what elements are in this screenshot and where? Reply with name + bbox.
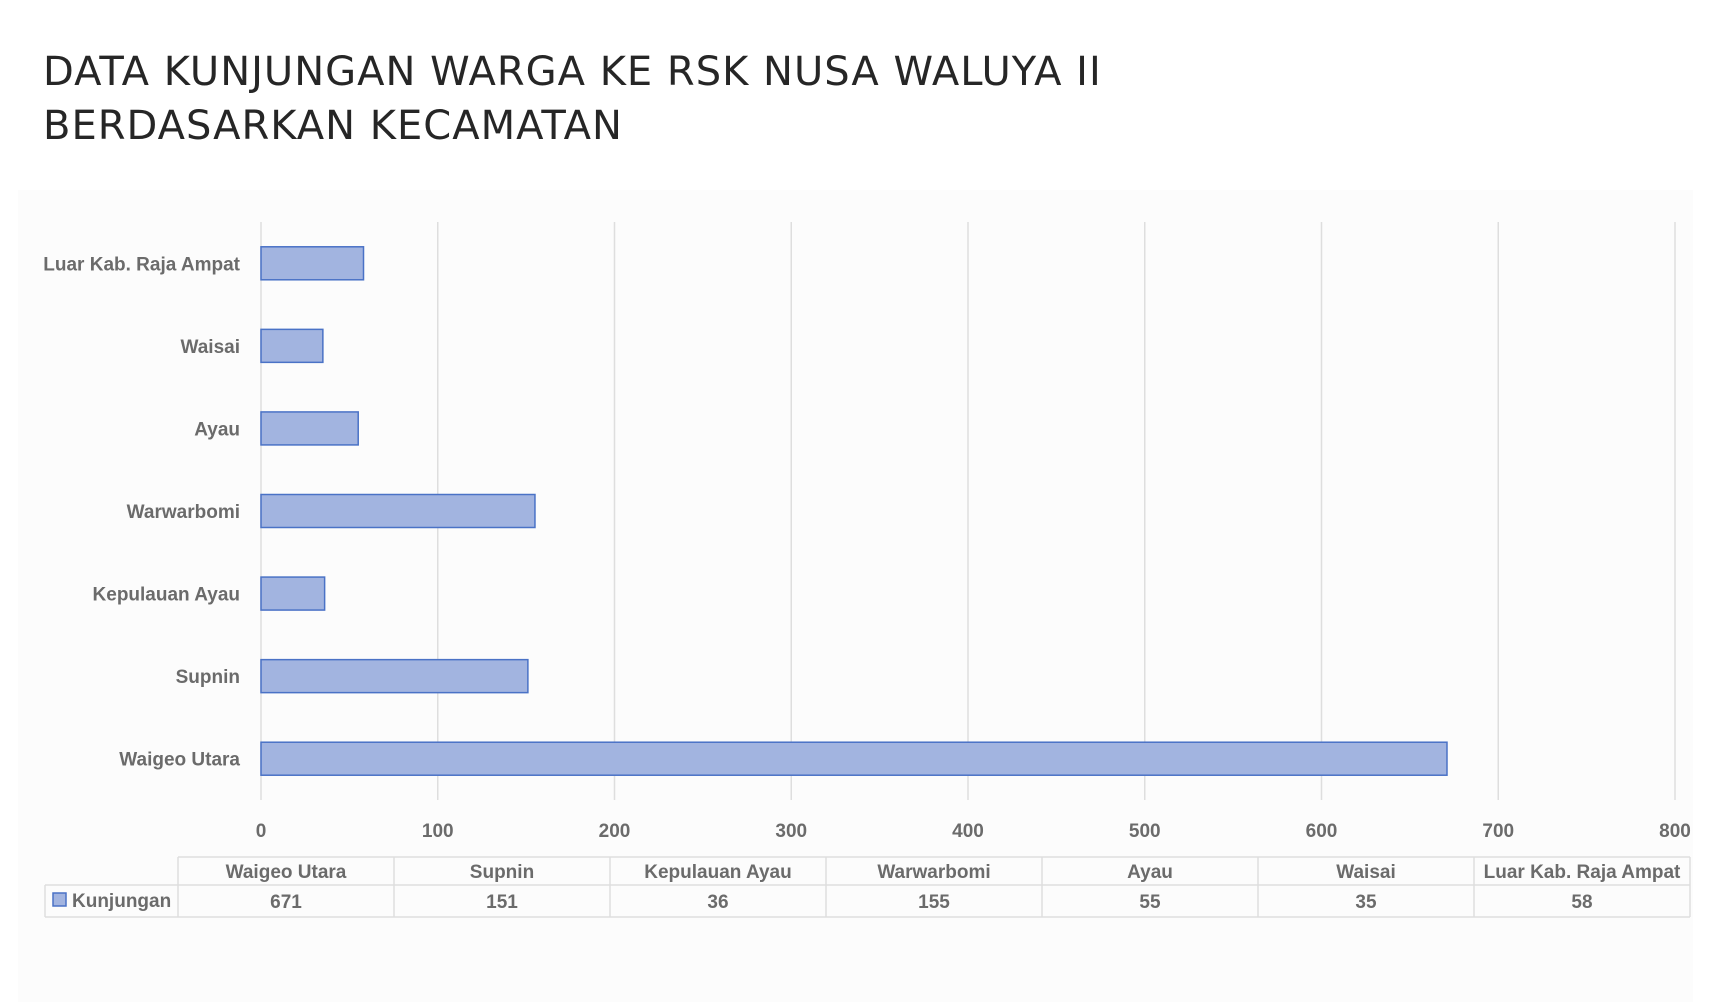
category-label: Waisai — [181, 337, 241, 358]
gridlines — [260, 222, 1676, 800]
chart-title: DATA KUNJUNGAN WARGA KE RSK NUSA WALUYA … — [43, 45, 1102, 153]
data-table: Waigeo Utara 671 Supnin 151 Kepulauan Ayau 36… — [44, 856, 1691, 918]
category-label: Luar Kab. Raja Ampat — [43, 254, 240, 275]
table-header-cell: Warwarbomi — [877, 862, 990, 883]
table-value-cell: 155 — [918, 892, 950, 913]
table-value-cell: 151 — [486, 892, 518, 913]
bar — [260, 741, 1448, 776]
bars — [260, 246, 1448, 776]
x-tick-label: 200 — [599, 821, 631, 842]
table-value-cell: 36 — [707, 892, 728, 913]
category-label: Warwarbomi — [127, 502, 240, 523]
table-header-cell: Kepulauan Ayau — [644, 862, 791, 883]
bar — [260, 411, 359, 446]
x-tick-label: 600 — [1306, 821, 1338, 842]
x-tick-label: 0 — [256, 821, 267, 842]
table-header-cell: Luar Kab. Raja Ampat — [1484, 862, 1681, 883]
category-label: Kepulauan Ayau — [93, 585, 240, 606]
x-tick-label: 500 — [1129, 821, 1161, 842]
category-label: Supnin — [176, 667, 240, 688]
bar — [260, 576, 326, 611]
table-header-cell: Waisai — [1336, 862, 1396, 883]
x-tick-label: 400 — [952, 821, 984, 842]
table-header-cell: Waigeo Utara — [226, 862, 347, 883]
bar — [260, 246, 365, 281]
x-tick-label: 700 — [1482, 821, 1514, 842]
table-value-cell: 58 — [1571, 892, 1592, 913]
bar — [260, 658, 529, 694]
legend-swatch — [52, 892, 67, 907]
table-value-cell: 671 — [270, 892, 302, 913]
chart-title-line-2: BERDASARKAN KECAMATAN — [43, 103, 623, 149]
x-tick-label: 800 — [1659, 821, 1691, 842]
table-header-cell: Supnin — [470, 862, 534, 883]
x-tick-label: 100 — [422, 821, 454, 842]
x-tick-label: 300 — [775, 821, 807, 842]
bar — [260, 328, 324, 364]
chart-title-line-1: DATA KUNJUNGAN WARGA KE RSK NUSA WALUYA … — [43, 49, 1102, 95]
bar — [260, 493, 536, 529]
category-label: Waigeo Utara — [119, 750, 240, 771]
legend-series-name: Kunjungan — [72, 891, 171, 912]
category-label: Ayau — [194, 419, 240, 440]
table-header-cell: Ayau — [1127, 862, 1173, 883]
table-value-cell: 35 — [1355, 892, 1377, 913]
x-axis-tick-labels: 0 100 200 300 400 500 600 700 800 — [256, 821, 1691, 842]
table-value-cell: 55 — [1139, 892, 1161, 913]
category-labels: Waigeo Utara Supnin Kepulauan Ayau Warwarbo… — [43, 254, 240, 770]
